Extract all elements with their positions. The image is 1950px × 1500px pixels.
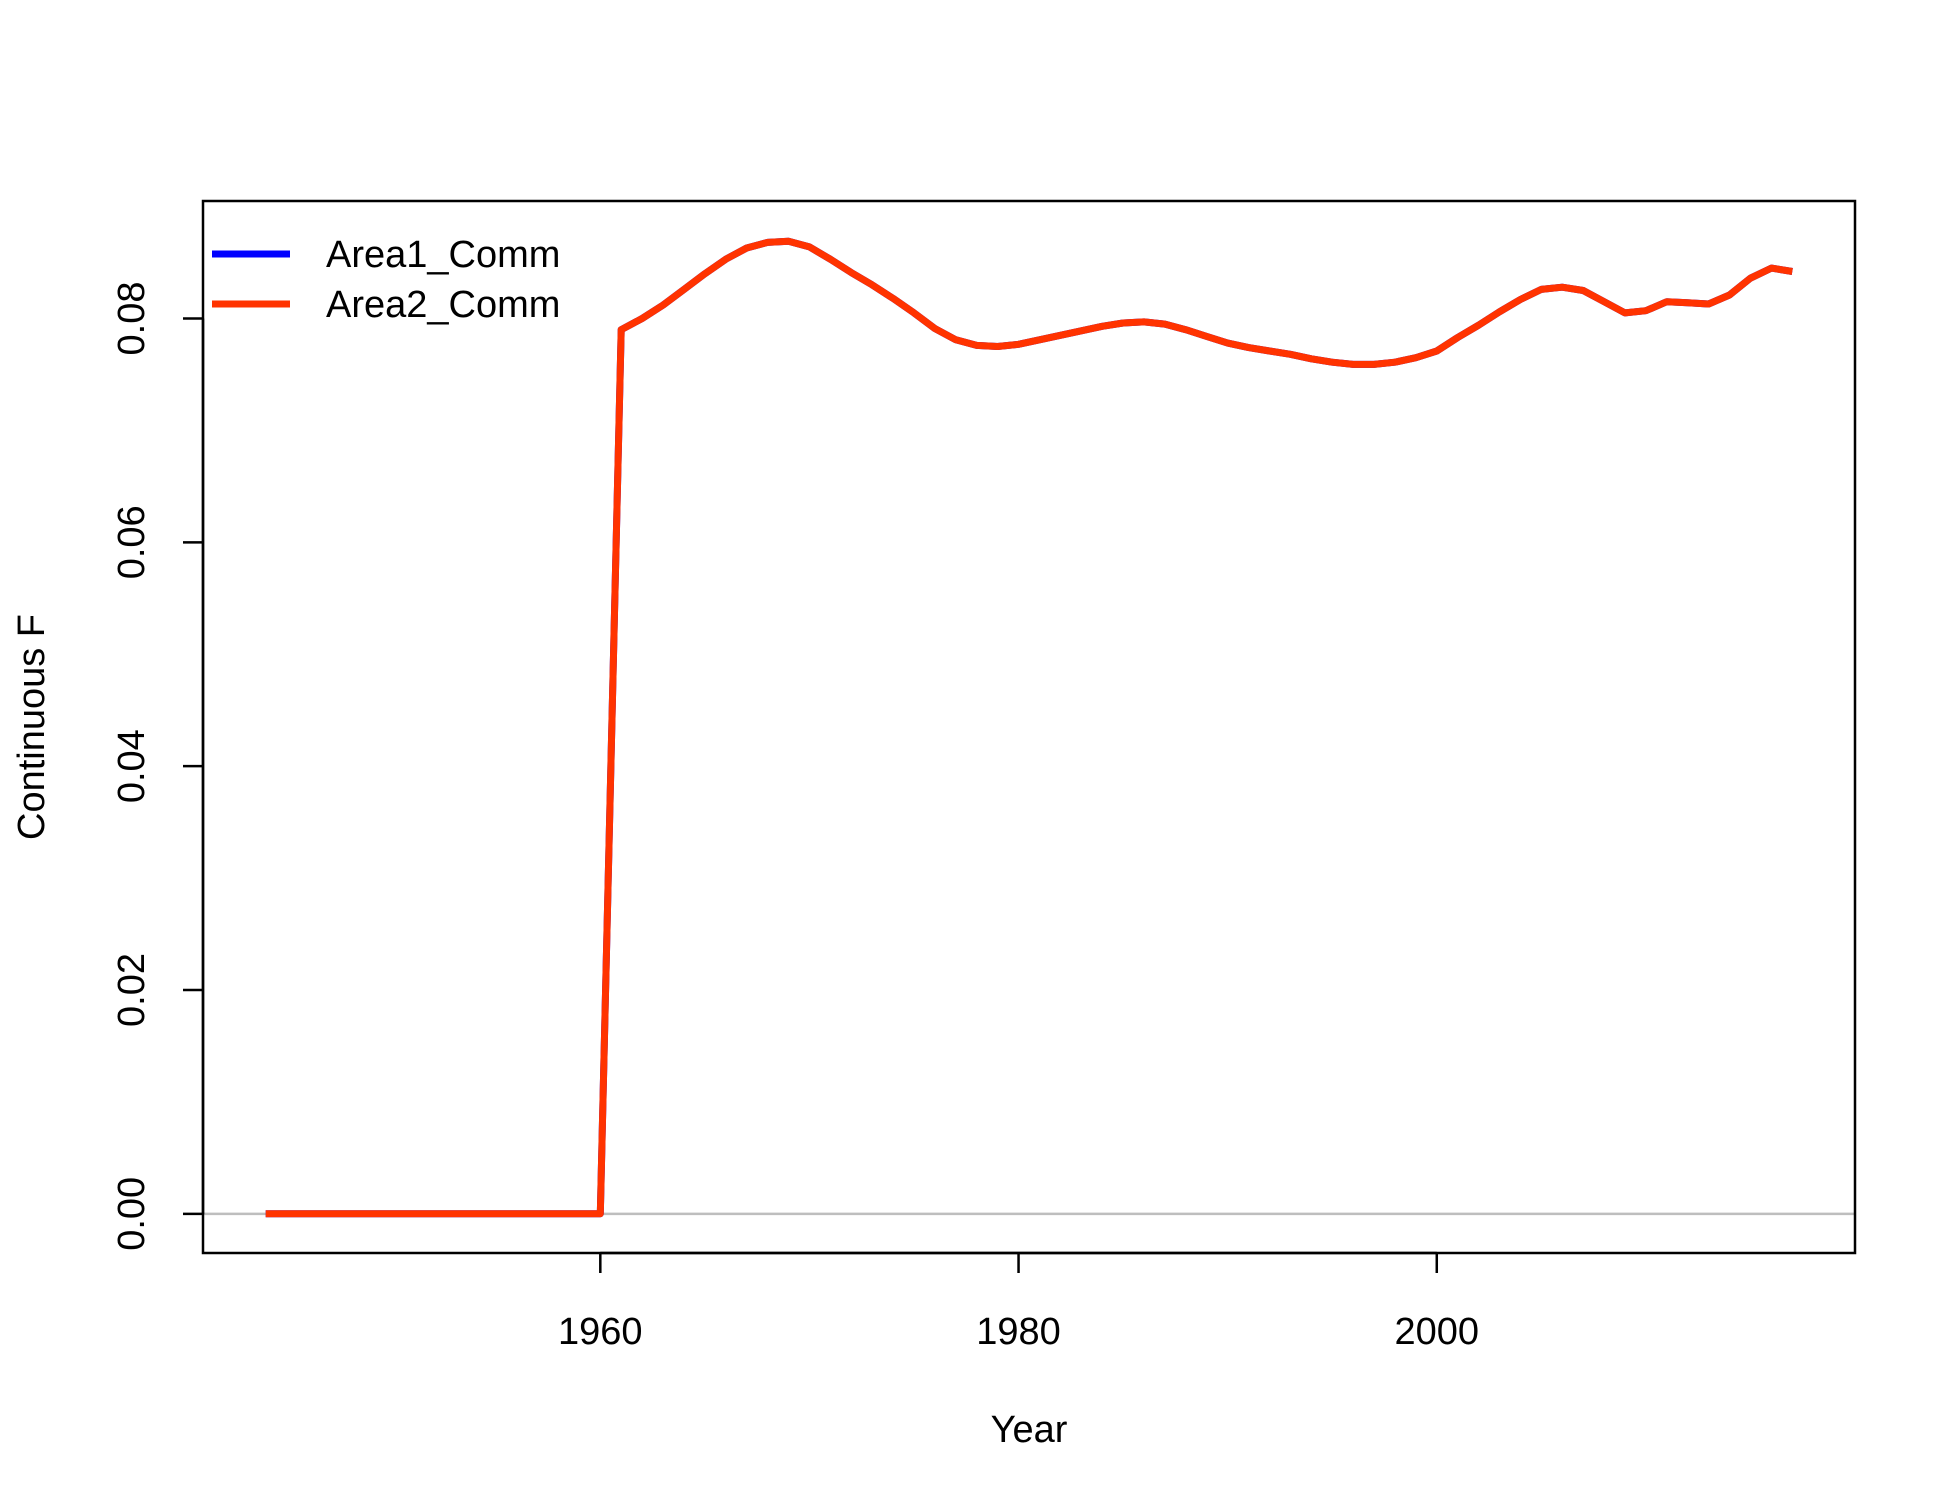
x-axis-title: Year (991, 1409, 1068, 1451)
y-tick-label-0.00: 0.00 (111, 1177, 153, 1251)
y-tick-label-0.02: 0.02 (111, 953, 153, 1027)
y-tick-label-0.08: 0.08 (111, 282, 153, 356)
series-line-area2-comm (265, 237, 1793, 1218)
legend-label-area2-comm: Area2_Comm (326, 284, 560, 326)
x-tick-label-1960: 1960 (558, 1311, 643, 1353)
series-layer (265, 237, 1793, 1218)
y-tick-label-0.04: 0.04 (111, 729, 153, 803)
legend: Area1_Comm Area2_Comm (212, 234, 560, 326)
y-tick-label-0.06: 0.06 (111, 505, 153, 579)
x-tick-label-1980: 1980 (976, 1311, 1061, 1353)
x-axis: 1960 1980 2000 (558, 1251, 1479, 1353)
y-axis: 0.00 0.02 0.04 0.06 0.08 (111, 282, 205, 1251)
legend-label-area1-comm: Area1_Comm (326, 234, 560, 276)
x-tick-label-2000: 2000 (1394, 1311, 1479, 1353)
y-axis-title: Continuous F (11, 614, 53, 840)
